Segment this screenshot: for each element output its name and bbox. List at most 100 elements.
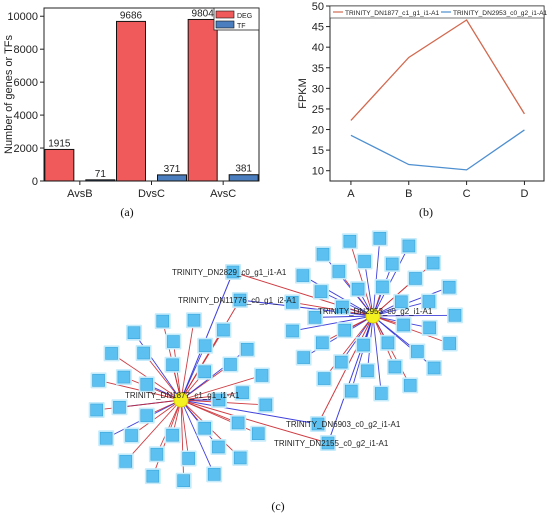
x-tick-label: D [520, 188, 528, 200]
legend-swatch-deg [215, 10, 235, 19]
target-node [361, 364, 374, 378]
deg-tf-bar-chart: 0 2000 4000 6000 8000 10000 Number of genes or… [3, 7, 260, 200]
target-node [334, 355, 348, 369]
bar-data-label: 9686 [120, 10, 143, 21]
network-edge [349, 241, 374, 317]
target-node [314, 285, 328, 298]
legend: DEG TF [213, 7, 260, 31]
series-line-2 [350, 129, 525, 171]
target-node [316, 247, 330, 261]
panel-label-c: (c) [271, 499, 284, 513]
target-node [217, 323, 230, 337]
target-node [426, 256, 440, 270]
target-node [105, 347, 118, 360]
target-node [423, 321, 436, 335]
network-edge [372, 238, 381, 317]
network-edge-shared [180, 399, 329, 444]
target-node [187, 313, 201, 327]
target-node [127, 326, 141, 340]
network-edge [350, 315, 374, 392]
network-edge [292, 301, 374, 317]
target-node [395, 295, 408, 309]
target-node [443, 337, 457, 350]
target-node [117, 370, 131, 384]
bar-deg [116, 20, 146, 182]
shared-target-node [321, 436, 335, 450]
target-node [92, 374, 105, 387]
network-edge [323, 315, 374, 379]
plot-frame [43, 7, 260, 182]
network-edge [96, 399, 182, 411]
y-tick-label: 2000 [14, 143, 38, 155]
x-tick-label: A [347, 188, 355, 200]
network-edge [372, 245, 410, 317]
x-tick-label: AvsB [67, 188, 92, 200]
network-edge [125, 399, 182, 462]
target-node [156, 314, 170, 328]
target-node [296, 269, 310, 282]
target-node [402, 239, 416, 253]
target-node [166, 358, 179, 372]
target-node [182, 452, 195, 465]
target-node [397, 318, 410, 332]
target-node [442, 280, 456, 294]
legend-box [329, 5, 545, 19]
network-edge [315, 315, 374, 318]
target-node [338, 323, 351, 337]
target-node [150, 447, 164, 461]
bar-deg [44, 148, 75, 182]
network-edge [180, 399, 185, 481]
target-node [344, 384, 358, 398]
target-node [336, 300, 349, 314]
target-node [427, 361, 441, 375]
shared-node-label: TRINITY_DN6903_c0_g2_i1-A1 [286, 420, 401, 429]
target-node [388, 360, 402, 374]
hub-node [173, 392, 189, 408]
network-edge-shared [239, 299, 374, 317]
network-edge-shared [180, 399, 319, 425]
shared-node-label: TRINITY_DN2155_c0_g2_i1-A1 [274, 439, 389, 448]
target-node [140, 378, 154, 391]
x-tick-label: B [405, 188, 412, 200]
network-nodes [88, 230, 463, 489]
y-tick-label: 10 [312, 166, 324, 178]
network-edge [302, 275, 374, 317]
network-edge [180, 399, 190, 459]
target-node [90, 403, 103, 417]
y-tick-label: 8000 [14, 44, 38, 56]
target-node [373, 232, 387, 245]
y-tick-label: 50 [312, 1, 324, 13]
target-node [351, 282, 365, 296]
target-node [422, 295, 436, 308]
target-node [376, 280, 389, 294]
target-node [259, 398, 273, 412]
target-node [146, 469, 160, 483]
target-node [411, 345, 424, 358]
legend-label-1: TRINITY_DN1877_c1_g1_i1-A1 [345, 10, 440, 17]
target-node [198, 339, 212, 353]
target-node [233, 451, 247, 465]
bar-data-label: 381 [235, 164, 252, 175]
bar-tf [85, 179, 116, 182]
network-edge [131, 399, 182, 436]
target-node [240, 343, 254, 356]
bar-tf [157, 174, 187, 182]
target-node [198, 421, 211, 435]
target-node [317, 372, 331, 385]
network-edge [180, 320, 195, 401]
target-node [286, 324, 299, 338]
y-tick-label: 15 [312, 145, 324, 157]
x-tick-label: AvsC [210, 188, 236, 200]
legend-swatch-tf [215, 20, 235, 29]
target-node [381, 336, 395, 350]
bar-tf [228, 174, 259, 182]
network-edge-shared [180, 271, 234, 401]
target-node [343, 234, 357, 248]
target-node [297, 351, 310, 364]
series-line-1 [350, 19, 525, 121]
network-edge [133, 332, 182, 401]
target-node [251, 427, 265, 440]
bar-deg [187, 18, 218, 182]
shared-node-label: TRINITY_DN2829_c0_g1_i1-A1 [172, 268, 287, 277]
